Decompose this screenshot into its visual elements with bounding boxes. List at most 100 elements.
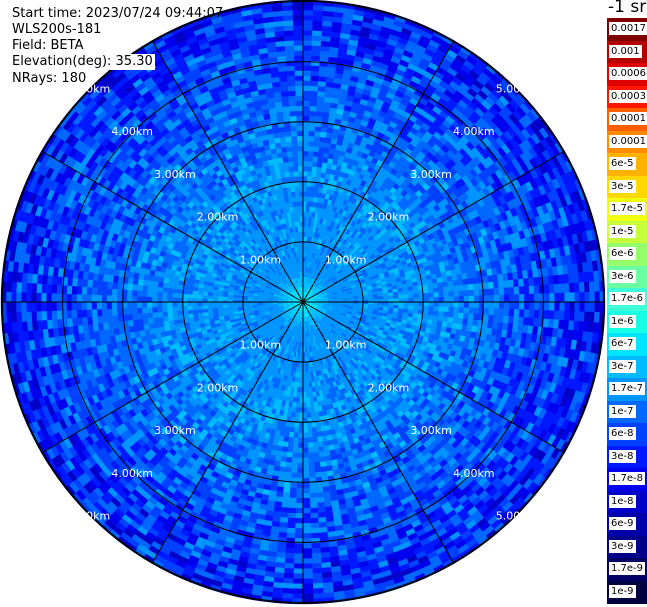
ppi-cell — [302, 191, 308, 197]
ppi-cell — [311, 176, 317, 183]
ppi-cell — [442, 311, 449, 318]
ppi-cell — [529, 301, 535, 311]
ppi-cell — [549, 293, 555, 303]
ppi-cell — [488, 301, 495, 309]
ppi-cell — [467, 277, 474, 285]
ppi-cell — [458, 290, 465, 297]
ppi-cell — [432, 287, 439, 294]
ppi-cell — [573, 311, 580, 322]
ppi-cell — [312, 10, 324, 17]
ppi-cell — [315, 110, 324, 118]
ppi-cell — [319, 50, 330, 57]
ppi-cell — [309, 90, 318, 97]
ppi-cell — [302, 170, 308, 177]
ppi-cell — [524, 293, 530, 303]
ppi-cell — [308, 125, 316, 132]
ppi-cell — [503, 308, 510, 317]
ppi-cell — [306, 196, 311, 202]
ppi-cell — [442, 316, 449, 323]
ppi-cell — [407, 290, 414, 295]
ppi-cell — [302, 196, 307, 202]
ppi-cell — [302, 24, 313, 31]
ppi-cell — [564, 301, 570, 312]
ppi-cell — [307, 160, 314, 167]
ppi-cell — [457, 284, 464, 292]
ppi-cell — [413, 305, 419, 311]
ppi-cell — [309, 95, 318, 102]
ppi-cell — [463, 290, 470, 297]
ppi-cell — [318, 151, 325, 158]
ppi-cell — [310, 186, 316, 193]
ppi-cell — [307, 165, 313, 172]
ppi-cell — [312, 25, 323, 32]
ppi-cell — [468, 289, 475, 297]
ppi-cell — [443, 291, 450, 298]
ppi-cell — [302, 55, 312, 61]
ppi-cell — [503, 280, 510, 289]
ppi-cell — [432, 282, 439, 289]
ppi-cell — [523, 278, 530, 287]
ppi-cell — [393, 301, 399, 306]
ppi-cell — [443, 301, 450, 308]
ppi-cell — [312, 5, 324, 11]
ppi-cell — [493, 288, 500, 296]
ppi-cell — [309, 100, 318, 107]
ppi-cell — [544, 301, 550, 311]
ppi-cell — [554, 292, 560, 303]
ppi-cell — [594, 291, 601, 303]
ppi-cell — [568, 311, 575, 322]
ppi-cell — [427, 283, 434, 290]
ppi-cell — [443, 306, 450, 313]
ppi-cell — [487, 314, 495, 323]
ppi-cell — [373, 296, 379, 300]
ppi-cell — [438, 301, 445, 308]
ppi-cell — [488, 288, 495, 296]
ppi-cell — [423, 301, 430, 307]
ppi-cell — [314, 131, 322, 138]
ppi-cell — [588, 281, 595, 293]
ppi-cell — [588, 311, 595, 323]
ppi-cell — [462, 318, 469, 326]
ppi-cell — [428, 306, 434, 312]
ppi-cell — [317, 80, 327, 87]
ppi-cell — [436, 277, 443, 284]
ppi-cell — [504, 294, 510, 303]
ppi-cell — [302, 35, 313, 41]
ppi-cell — [463, 301, 470, 309]
ppi-cell — [433, 292, 440, 298]
ppi-cell — [305, 206, 310, 212]
ppi-cell — [448, 301, 455, 308]
ppi-cell — [302, 14, 314, 21]
ppi-cell — [398, 305, 404, 310]
ppi-cell — [427, 288, 434, 294]
ppi-cell — [458, 301, 465, 308]
ppi-cell — [462, 313, 469, 320]
ppi-cell — [468, 295, 475, 303]
ppi-cell — [518, 278, 525, 288]
ppi-cell — [302, 135, 310, 142]
ppi-cell — [448, 306, 455, 313]
ppi-cell — [313, 146, 320, 153]
ppi-cell — [315, 116, 323, 123]
ppi-cell — [302, 115, 310, 122]
ppi-cell — [458, 307, 465, 314]
ppi-cell — [403, 305, 409, 310]
ppi-cell — [312, 156, 319, 163]
ppi-cell — [468, 301, 475, 309]
ppi-cell — [574, 292, 581, 303]
ppi-cell — [302, 165, 308, 172]
ppi-cell — [413, 293, 419, 299]
ppi-cell — [302, 29, 313, 36]
ppi-cell — [482, 314, 489, 322]
ppi-cell — [569, 301, 576, 312]
ppi-cell — [508, 308, 515, 317]
ppi-cell — [482, 275, 489, 284]
ppi-cell — [488, 295, 495, 303]
ppi-cell — [523, 309, 530, 319]
ppi-cell — [413, 297, 419, 303]
ppi-cell — [306, 186, 312, 192]
ppi-cell — [578, 282, 585, 293]
ppi-cell — [388, 295, 394, 300]
ppi-cell — [442, 286, 449, 293]
ppi-cell — [528, 309, 535, 319]
